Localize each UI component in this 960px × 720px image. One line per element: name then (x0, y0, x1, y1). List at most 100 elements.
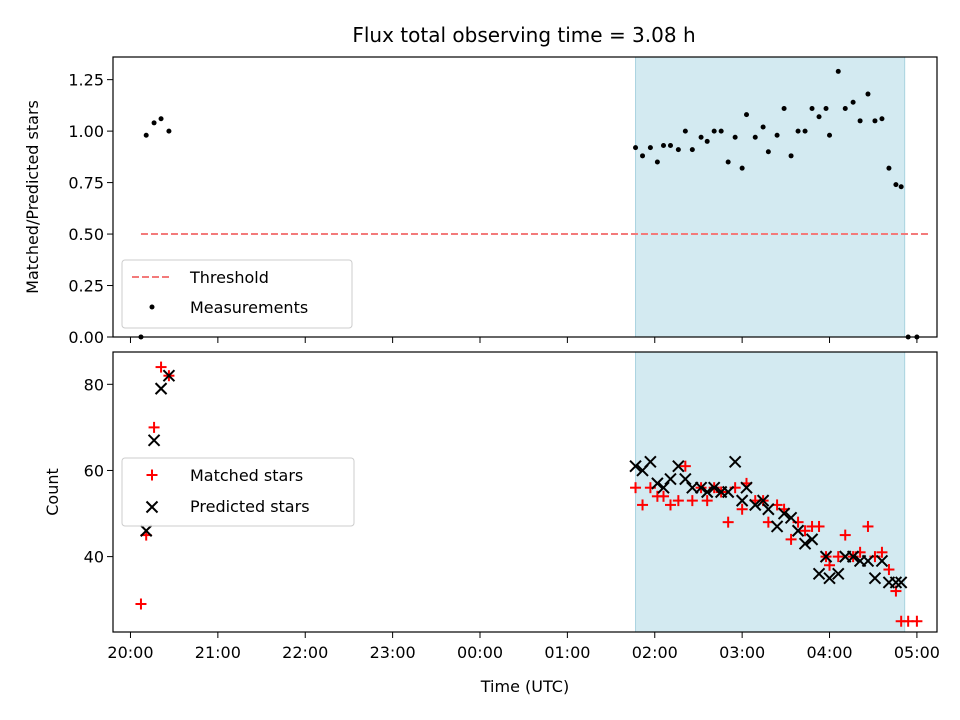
measurement-point (857, 118, 863, 124)
predicted-star-point (728, 455, 742, 469)
y-ticks-top: 0.00 0.25 0.50 0.75 1.00 1.25 (68, 71, 113, 347)
matched-star-point (155, 361, 167, 373)
measurement-point (675, 147, 681, 153)
measurement-point (158, 116, 164, 122)
matched-star-point (672, 495, 684, 507)
matched-star-point (862, 520, 874, 532)
measurement-point (732, 134, 738, 140)
legend-box-bottom (121, 457, 355, 527)
predicted-star-point (894, 576, 908, 589)
x-tick-label: 20:00 (107, 643, 153, 662)
x-ticks-bottom: 20:00 21:00 22:00 23:00 00:00 01:00 02:00 03:00… (107, 632, 940, 662)
legend-matched-marker (146, 469, 158, 481)
predicted-star-point (784, 511, 798, 525)
matched-star-point (686, 495, 698, 507)
measurement-point (698, 134, 704, 140)
x-tick-label: 02:00 (632, 643, 678, 662)
predicted-star-point (832, 567, 845, 581)
predicted-star-point (679, 472, 692, 486)
x-ticks-top (129, 337, 918, 343)
predicted-star-point (823, 571, 836, 585)
matched-star-point (637, 499, 649, 511)
x-tick-label: 00:00 (457, 643, 503, 662)
matched-star-point (911, 615, 923, 627)
predicted-star-point (861, 554, 875, 568)
predicted-star-point (777, 507, 791, 520)
y-tick-label: 0.50 (68, 225, 104, 244)
measurement-point (689, 147, 695, 153)
measurement-point (704, 138, 710, 144)
measurement-points (138, 68, 920, 340)
measurement-point (827, 132, 833, 138)
measurement-point (781, 105, 787, 111)
x-tick-label: 05:00 (894, 643, 940, 662)
measurement-point (647, 145, 653, 151)
measurement-point (795, 128, 801, 134)
measurement-point (816, 114, 822, 120)
predicted-star-point (805, 533, 819, 546)
predicted-star-point (672, 459, 685, 473)
measurement-point (760, 124, 766, 130)
y-tick-label: 0.00 (68, 328, 104, 347)
measurement-point (151, 120, 157, 126)
predicted-star-point (756, 494, 770, 507)
measurement-point (879, 116, 885, 122)
matched-star-point (824, 559, 836, 571)
measurement-point (865, 91, 871, 97)
measurement-point (886, 165, 892, 171)
measurement-point (765, 149, 771, 155)
measurement-point (898, 184, 904, 190)
y-axis-label-bottom: Count (43, 468, 62, 516)
legend-box-top (121, 259, 353, 329)
predicted-star-point (798, 537, 812, 550)
measurement-point (166, 128, 172, 134)
matched-star-point (813, 520, 825, 532)
x-tick-label: 21:00 (195, 643, 241, 662)
measurement-point (667, 143, 673, 149)
x-tick-label: 03:00 (719, 643, 765, 662)
measurement-point (143, 132, 149, 138)
measurement-point (744, 112, 750, 118)
predicted-star-point (651, 477, 664, 490)
predicted-star-point (700, 485, 714, 499)
legend-matched-swatch (146, 469, 158, 481)
predicted-star-point (721, 485, 735, 499)
plot-frame-bottom (112, 351, 938, 633)
matched-star-point (664, 499, 676, 511)
y-tick-label: 60 (84, 461, 104, 480)
matched-star-point (135, 598, 147, 610)
predicted-star-point (735, 494, 749, 507)
measurement-point (774, 132, 780, 138)
measurement-point (788, 153, 794, 159)
measurement-point (640, 153, 646, 159)
x-tick-label: 23:00 (370, 643, 416, 662)
measurement-point (752, 134, 758, 140)
plot-frame-top (112, 56, 938, 338)
predicted-star-point (770, 520, 784, 533)
matched-star-point (701, 495, 713, 507)
measurement-point (850, 99, 856, 105)
measurement-point (718, 128, 724, 134)
y-tick-label: 1.00 (68, 122, 104, 141)
y-tick-label: 40 (84, 548, 104, 567)
measurement-point (809, 105, 815, 111)
predicted-star-point (812, 567, 826, 581)
predicted-star-point (762, 503, 775, 516)
matched-star-point (657, 490, 669, 502)
measurement-point (633, 145, 639, 151)
legend-threshold-label: Threshold (189, 268, 269, 287)
y-tick-label: 1.25 (68, 71, 104, 90)
legend-matched-label: Matched stars (190, 466, 303, 485)
predicted-star-point (875, 554, 889, 568)
predicted-star-point (819, 550, 833, 563)
measurement-point (725, 159, 731, 165)
x-tick-label: 22:00 (282, 643, 328, 662)
predicted-star-point (749, 498, 762, 512)
observing-span-highlight (635, 56, 906, 338)
measurement-point (823, 105, 829, 111)
legend-bottom: Matched stars Predicted stars (121, 457, 355, 527)
predicted-star-point (629, 459, 642, 473)
matched-star-point (883, 564, 895, 576)
predicted-star-point (147, 434, 161, 447)
legend-measurements-swatch (149, 304, 155, 310)
